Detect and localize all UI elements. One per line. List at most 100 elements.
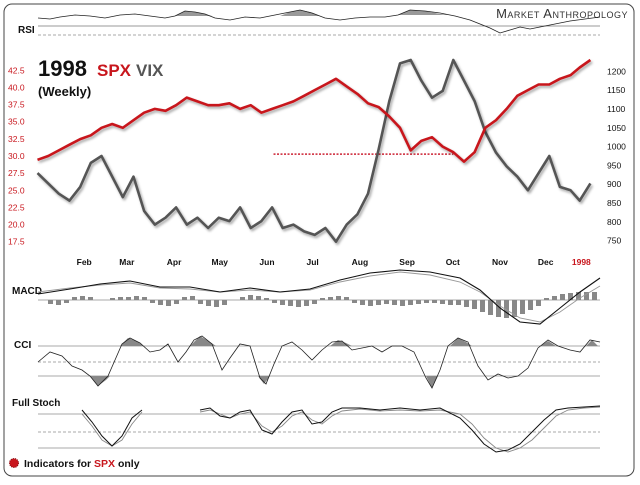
spx-point	[186, 96, 188, 98]
vix-point	[122, 196, 124, 198]
spx-point	[409, 149, 411, 151]
vix-point	[175, 206, 177, 208]
footnote-marker-icon	[9, 458, 19, 468]
spx-tick-label: 1200	[607, 66, 626, 76]
vix-tick-label: 20.0	[8, 220, 25, 230]
spx-point	[36, 159, 38, 161]
vix-point	[495, 151, 497, 153]
vix-point	[527, 189, 529, 191]
month-tick-label: Jul	[307, 257, 319, 267]
spx-point	[537, 83, 539, 85]
spx-tick-label: 950	[607, 160, 621, 170]
vix-point	[388, 100, 390, 102]
month-tick-label: Sep	[399, 257, 415, 267]
vix-point	[132, 175, 134, 177]
spx-point	[292, 100, 294, 102]
spx-point	[47, 155, 49, 157]
vix-point	[589, 182, 591, 184]
spx-point	[122, 127, 124, 129]
month-tick-label: Aug	[352, 257, 369, 267]
spx-point	[473, 151, 475, 153]
macd-histogram	[48, 292, 597, 318]
spx-tick-label: 1050	[607, 123, 626, 133]
spx-point	[90, 134, 92, 136]
spx-point	[367, 102, 369, 104]
vix-tick-label: 25.0	[8, 185, 25, 195]
spx-tick-label: 750	[607, 236, 621, 246]
spx-point	[377, 106, 379, 108]
spx-point	[431, 136, 433, 138]
spx-point	[260, 112, 262, 114]
spx-point	[314, 89, 316, 91]
vix-point	[282, 227, 284, 229]
vix-point	[250, 227, 252, 229]
vix-tick-label: 37.5	[8, 100, 25, 110]
vix-point	[111, 175, 113, 177]
vix-point	[537, 172, 539, 174]
spx-point	[388, 115, 390, 117]
spx-point	[484, 127, 486, 129]
spx-point	[579, 66, 581, 68]
vix-point	[47, 182, 49, 184]
vix-point	[569, 189, 571, 191]
spx-point	[143, 112, 145, 114]
spx-point	[420, 140, 422, 142]
vix-point	[559, 186, 561, 188]
spx-tick-label: 1000	[607, 142, 626, 152]
vix-tick-label: 22.5	[8, 202, 25, 212]
spx-point	[527, 89, 529, 91]
vix-point	[484, 131, 486, 133]
month-tick-label: May	[211, 257, 228, 267]
rsi-panel: RSI	[18, 9, 601, 36]
year-tick-label: 1998	[572, 257, 591, 267]
vix-point	[292, 223, 294, 225]
vix-tick-label: 17.5	[8, 237, 25, 247]
macd-line	[37, 269, 601, 325]
vix-point	[314, 234, 316, 236]
vix-point	[579, 199, 581, 201]
month-tick-label: Oct	[446, 257, 460, 267]
spx-tick-label: 850	[607, 198, 621, 208]
vix-point	[143, 210, 145, 212]
vix-series-line	[36, 58, 592, 243]
spx-point	[399, 127, 401, 129]
vix-tick-label: 32.5	[8, 134, 25, 144]
spx-axis: 750 800 850 900 950 1000 1050 1100 1150 1200	[607, 66, 626, 245]
spx-point	[79, 138, 81, 140]
vix-point	[420, 79, 422, 81]
spx-point	[154, 108, 156, 110]
spx-point	[335, 78, 337, 80]
chart-title: 1998 SPX VIX (Weekly)	[38, 56, 164, 99]
spx-point	[250, 104, 252, 106]
month-tick-label: Nov	[492, 257, 508, 267]
title-subtitle: (Weekly)	[38, 84, 91, 99]
vix-point	[463, 79, 465, 81]
cci-line	[37, 335, 601, 389]
vix-point	[431, 97, 433, 99]
vix-point	[399, 62, 401, 64]
vix-point	[36, 172, 38, 174]
spx-point	[516, 95, 518, 97]
vix-point	[303, 230, 305, 232]
spx-point	[218, 104, 220, 106]
vix-point	[271, 206, 273, 208]
spx-point	[452, 151, 454, 153]
stoch-panel: Full Stoch	[12, 398, 601, 453]
cci-panel: CCI	[14, 335, 601, 389]
vix-tick-label: 27.5	[8, 168, 25, 178]
spx-point	[100, 127, 102, 129]
spx-point	[559, 78, 561, 80]
spx-point	[164, 110, 166, 112]
spx-point	[228, 102, 230, 104]
spx-point	[239, 108, 241, 110]
spx-series-line	[37, 58, 592, 163]
vix-point	[79, 186, 81, 188]
title-spx: SPX	[97, 61, 132, 80]
spx-point	[196, 100, 198, 102]
vix-point	[377, 148, 379, 150]
vix-point	[218, 217, 220, 219]
spx-point	[58, 149, 60, 151]
vix-point	[154, 223, 156, 225]
